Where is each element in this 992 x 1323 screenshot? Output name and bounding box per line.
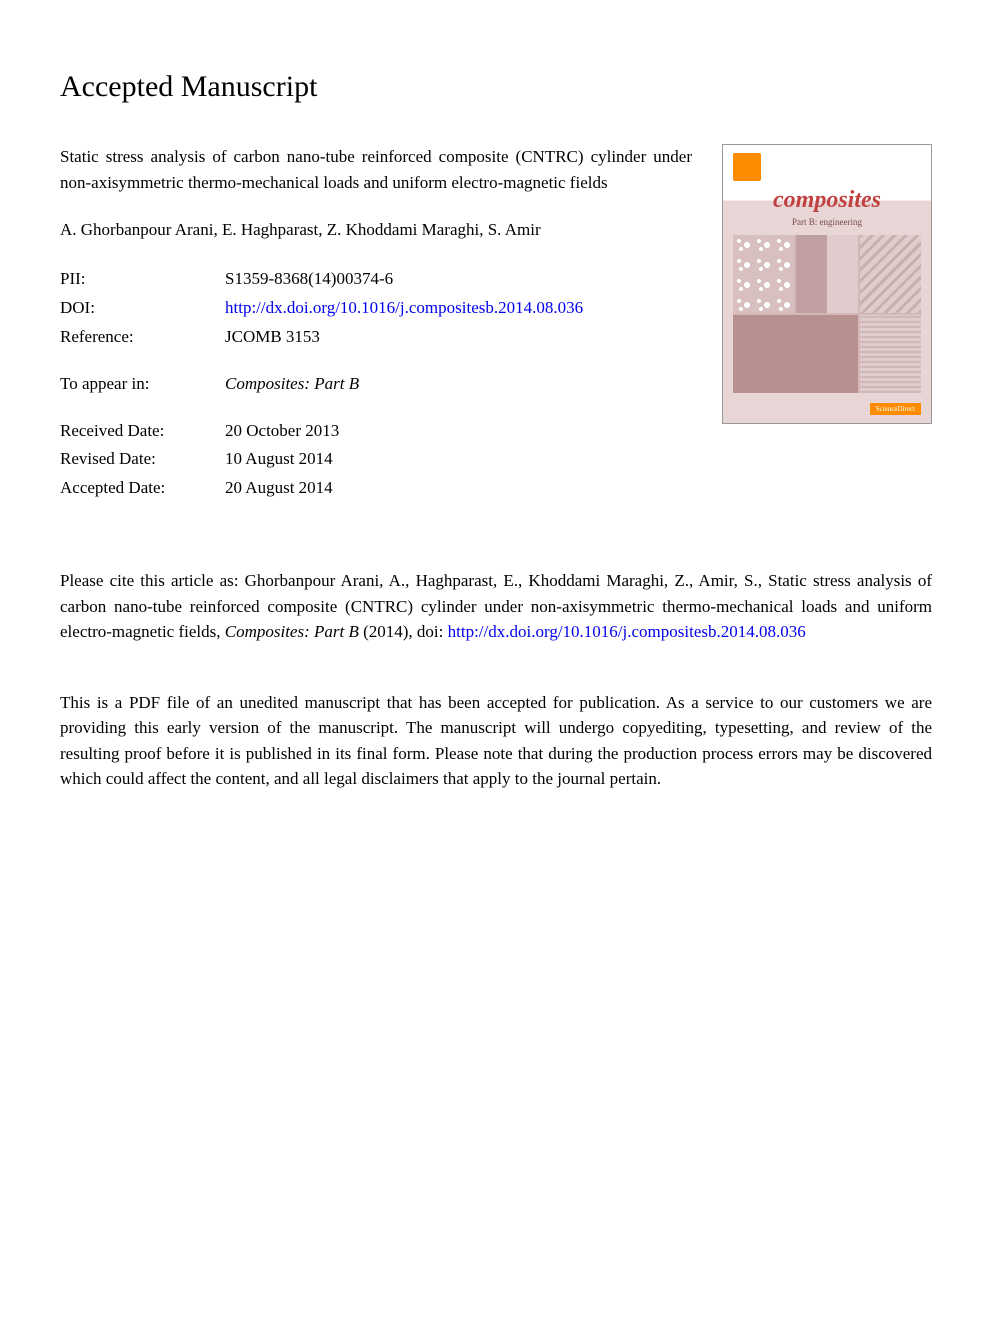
meta-row-doi: DOI: http://dx.doi.org/10.1016/j.composi… <box>60 294 692 323</box>
citation-journal: Composites: Part B <box>225 622 359 641</box>
elsevier-logo-icon <box>733 153 761 181</box>
meta-label-reference: Reference: <box>60 323 225 352</box>
metadata-table: PII: S1359-8368(14)00374-6 DOI: http://d… <box>60 265 692 503</box>
article-title: Static stress analysis of carbon nano-tu… <box>60 144 692 195</box>
meta-label-revised: Revised Date: <box>60 445 225 474</box>
meta-row-appear: To appear in: Composites: Part B <box>60 370 692 399</box>
cover-cell <box>860 235 921 313</box>
meta-value-reference: JCOMB 3153 <box>225 323 692 352</box>
meta-row-pii: PII: S1359-8368(14)00374-6 <box>60 265 692 294</box>
disclaimer-text: This is a PDF file of an unedited manusc… <box>60 690 932 792</box>
cover-footer-text: ScienceDirect <box>870 403 921 415</box>
left-content: Static stress analysis of carbon nano-tu… <box>60 144 692 528</box>
meta-label-doi: DOI: <box>60 294 225 323</box>
citation-year: (2014), doi: <box>359 622 448 641</box>
doi-link[interactable]: http://dx.doi.org/10.1016/j.compositesb.… <box>225 298 583 317</box>
citation-doi-link[interactable]: http://dx.doi.org/10.1016/j.compositesb.… <box>448 622 806 641</box>
meta-gap <box>60 399 692 417</box>
cover-cell <box>733 315 858 393</box>
cover-journal-subtitle: Part B: engineering <box>723 217 931 227</box>
meta-value-accepted: 20 August 2014 <box>225 474 692 503</box>
cover-cell <box>860 315 921 393</box>
meta-value-doi: http://dx.doi.org/10.1016/j.compositesb.… <box>225 294 692 323</box>
citation-text: Please cite this article as: Ghorbanpour… <box>60 568 932 645</box>
meta-row-revised: Revised Date: 10 August 2014 <box>60 445 692 474</box>
meta-value-received: 20 October 2013 <box>225 417 692 446</box>
cover-graphics <box>733 235 921 393</box>
meta-row-received: Received Date: 20 October 2013 <box>60 417 692 446</box>
journal-cover-image: composites Part B: engineering ScienceDi… <box>722 144 932 424</box>
meta-label-pii: PII: <box>60 265 225 294</box>
cover-journal-title: composites <box>723 187 931 214</box>
meta-gap <box>60 352 692 370</box>
meta-label-appear: To appear in: <box>60 370 225 399</box>
meta-label-accepted: Accepted Date: <box>60 474 225 503</box>
meta-row-accepted: Accepted Date: 20 August 2014 <box>60 474 692 503</box>
meta-value-revised: 10 August 2014 <box>225 445 692 474</box>
meta-value-appear: Composites: Part B <box>225 370 692 399</box>
meta-value-pii: S1359-8368(14)00374-6 <box>225 265 692 294</box>
cover-cell <box>733 235 794 313</box>
meta-row-reference: Reference: JCOMB 3153 <box>60 323 692 352</box>
cover-cell <box>796 235 857 313</box>
meta-label-received: Received Date: <box>60 417 225 446</box>
page-title: Accepted Manuscript <box>60 70 932 104</box>
content-wrapper: Static stress analysis of carbon nano-tu… <box>60 144 932 528</box>
authors-list: A. Ghorbanpour Arani, E. Haghparast, Z. … <box>60 220 692 240</box>
